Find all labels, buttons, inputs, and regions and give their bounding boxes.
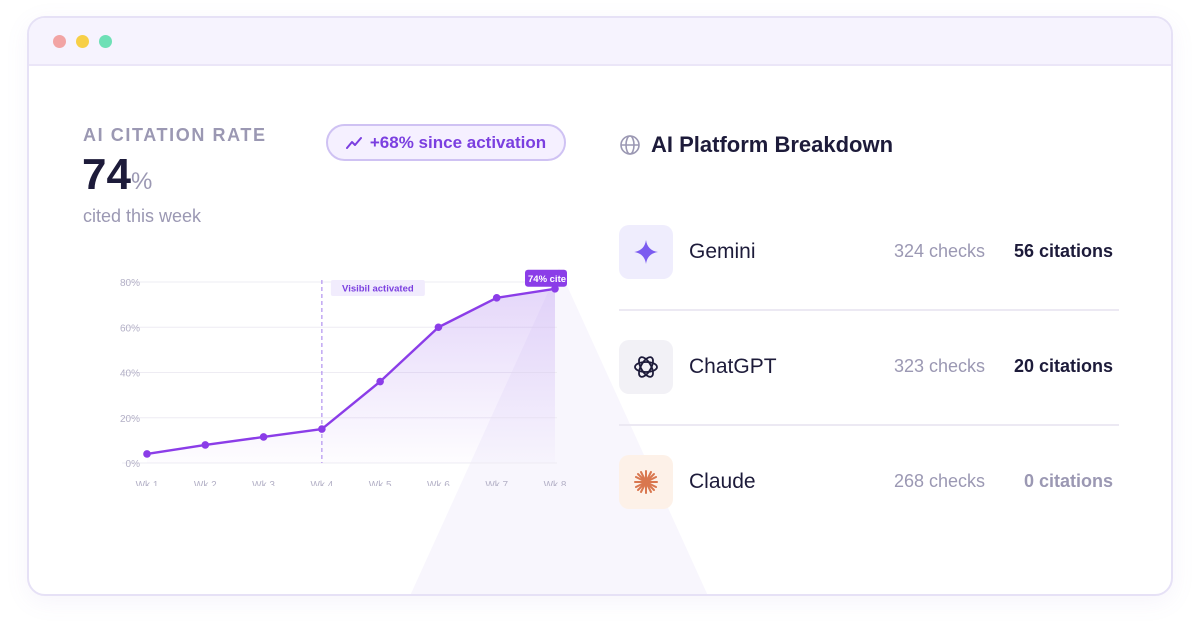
platform-checks: 323 checks bbox=[893, 356, 985, 376]
platform-name: ChatGPT bbox=[689, 355, 777, 378]
y-tick-label: 80% bbox=[120, 278, 140, 289]
area-fill bbox=[147, 288, 555, 463]
citation-rate-chart: 0% 20% 40% 60% 80% Wk 1 Wk 2 Wk 3 Wk 4 Wk 5 Wk 6 Wk… bbox=[120, 269, 567, 486]
x-tick-label: Wk 5 bbox=[369, 480, 392, 486]
activation-label: Visibil activated bbox=[342, 284, 414, 295]
series-line bbox=[146, 287, 556, 456]
platform-citations: 56 citations bbox=[1013, 241, 1113, 261]
citation-rate-unit: % bbox=[130, 168, 153, 195]
close-window-button[interactable] bbox=[53, 35, 66, 48]
platform-citations: 20 citations bbox=[1013, 356, 1113, 376]
end-label: 74% cite bbox=[528, 274, 566, 285]
activation-label-bg bbox=[330, 280, 425, 296]
platform-citations: 0 citations bbox=[1023, 471, 1113, 491]
x-tick-label: Wk 4 bbox=[310, 480, 333, 486]
citation-rate-label: AI CITATION RATE bbox=[83, 125, 267, 145]
y-tick-label: 20% bbox=[120, 414, 140, 425]
globe-icon bbox=[620, 135, 640, 155]
platform-breakdown-title: AI Platform Breakdown bbox=[651, 132, 894, 157]
data-point bbox=[143, 450, 151, 458]
platform-checks: 268 checks bbox=[893, 471, 985, 491]
data-point bbox=[318, 425, 326, 433]
openai-knot-icon bbox=[634, 356, 658, 378]
window-titlebar bbox=[29, 18, 1171, 66]
x-tick-label: Wk 8 bbox=[544, 480, 567, 486]
platform-breakdown-header: AI Platform Breakdown bbox=[619, 132, 893, 158]
row-divider bbox=[619, 424, 1119, 426]
gemini-sparkle-icon bbox=[634, 240, 658, 264]
platform-row-claude[interactable]: Claude 268 checks 0 citations bbox=[619, 455, 1119, 511]
data-point bbox=[492, 294, 501, 302]
platform-tile bbox=[619, 455, 673, 509]
growth-badge: +68% since activation bbox=[326, 124, 566, 161]
app-window: AI CITATION RATE 74% cited this week +68… bbox=[27, 16, 1173, 596]
minimize-window-button[interactable] bbox=[76, 35, 89, 48]
y-tick-label: 40% bbox=[120, 369, 140, 380]
data-point bbox=[201, 441, 210, 449]
growth-badge-label: +68% since activation bbox=[369, 132, 547, 152]
platform-row-gemini[interactable]: Gemini 324 checks 56 citations bbox=[619, 225, 1119, 281]
platform-row-chatgpt[interactable]: ChatGPT 323 checks 20 citations bbox=[619, 340, 1119, 396]
platform-tile bbox=[619, 340, 673, 394]
maximize-window-button[interactable] bbox=[99, 35, 112, 48]
x-tick-label: Wk 3 bbox=[252, 480, 275, 486]
data-point bbox=[551, 284, 559, 293]
x-tick-label: Wk 7 bbox=[485, 480, 508, 486]
platform-name: Gemini bbox=[689, 240, 756, 263]
platform-tile bbox=[619, 225, 673, 279]
platform-name: Claude bbox=[689, 470, 756, 493]
x-tick-label: Wk 1 bbox=[136, 480, 159, 486]
end-label-bg bbox=[525, 269, 567, 287]
data-point bbox=[434, 323, 443, 332]
data-point bbox=[376, 377, 384, 386]
platform-checks: 324 checks bbox=[893, 241, 985, 261]
y-tick-label: 0% bbox=[126, 459, 141, 470]
y-tick-label: 60% bbox=[120, 323, 140, 334]
row-divider bbox=[619, 309, 1119, 311]
x-tick-label: Wk 2 bbox=[194, 480, 217, 486]
x-tick-label: Wk 6 bbox=[427, 480, 450, 486]
claude-burst-icon bbox=[634, 470, 658, 494]
citation-rate-number: 74 bbox=[82, 150, 131, 199]
trend-up-icon bbox=[345, 136, 362, 149]
data-point bbox=[259, 433, 268, 441]
citation-rate-subtitle: cited this week bbox=[83, 206, 202, 226]
citation-rate-value: 74% bbox=[82, 150, 152, 200]
